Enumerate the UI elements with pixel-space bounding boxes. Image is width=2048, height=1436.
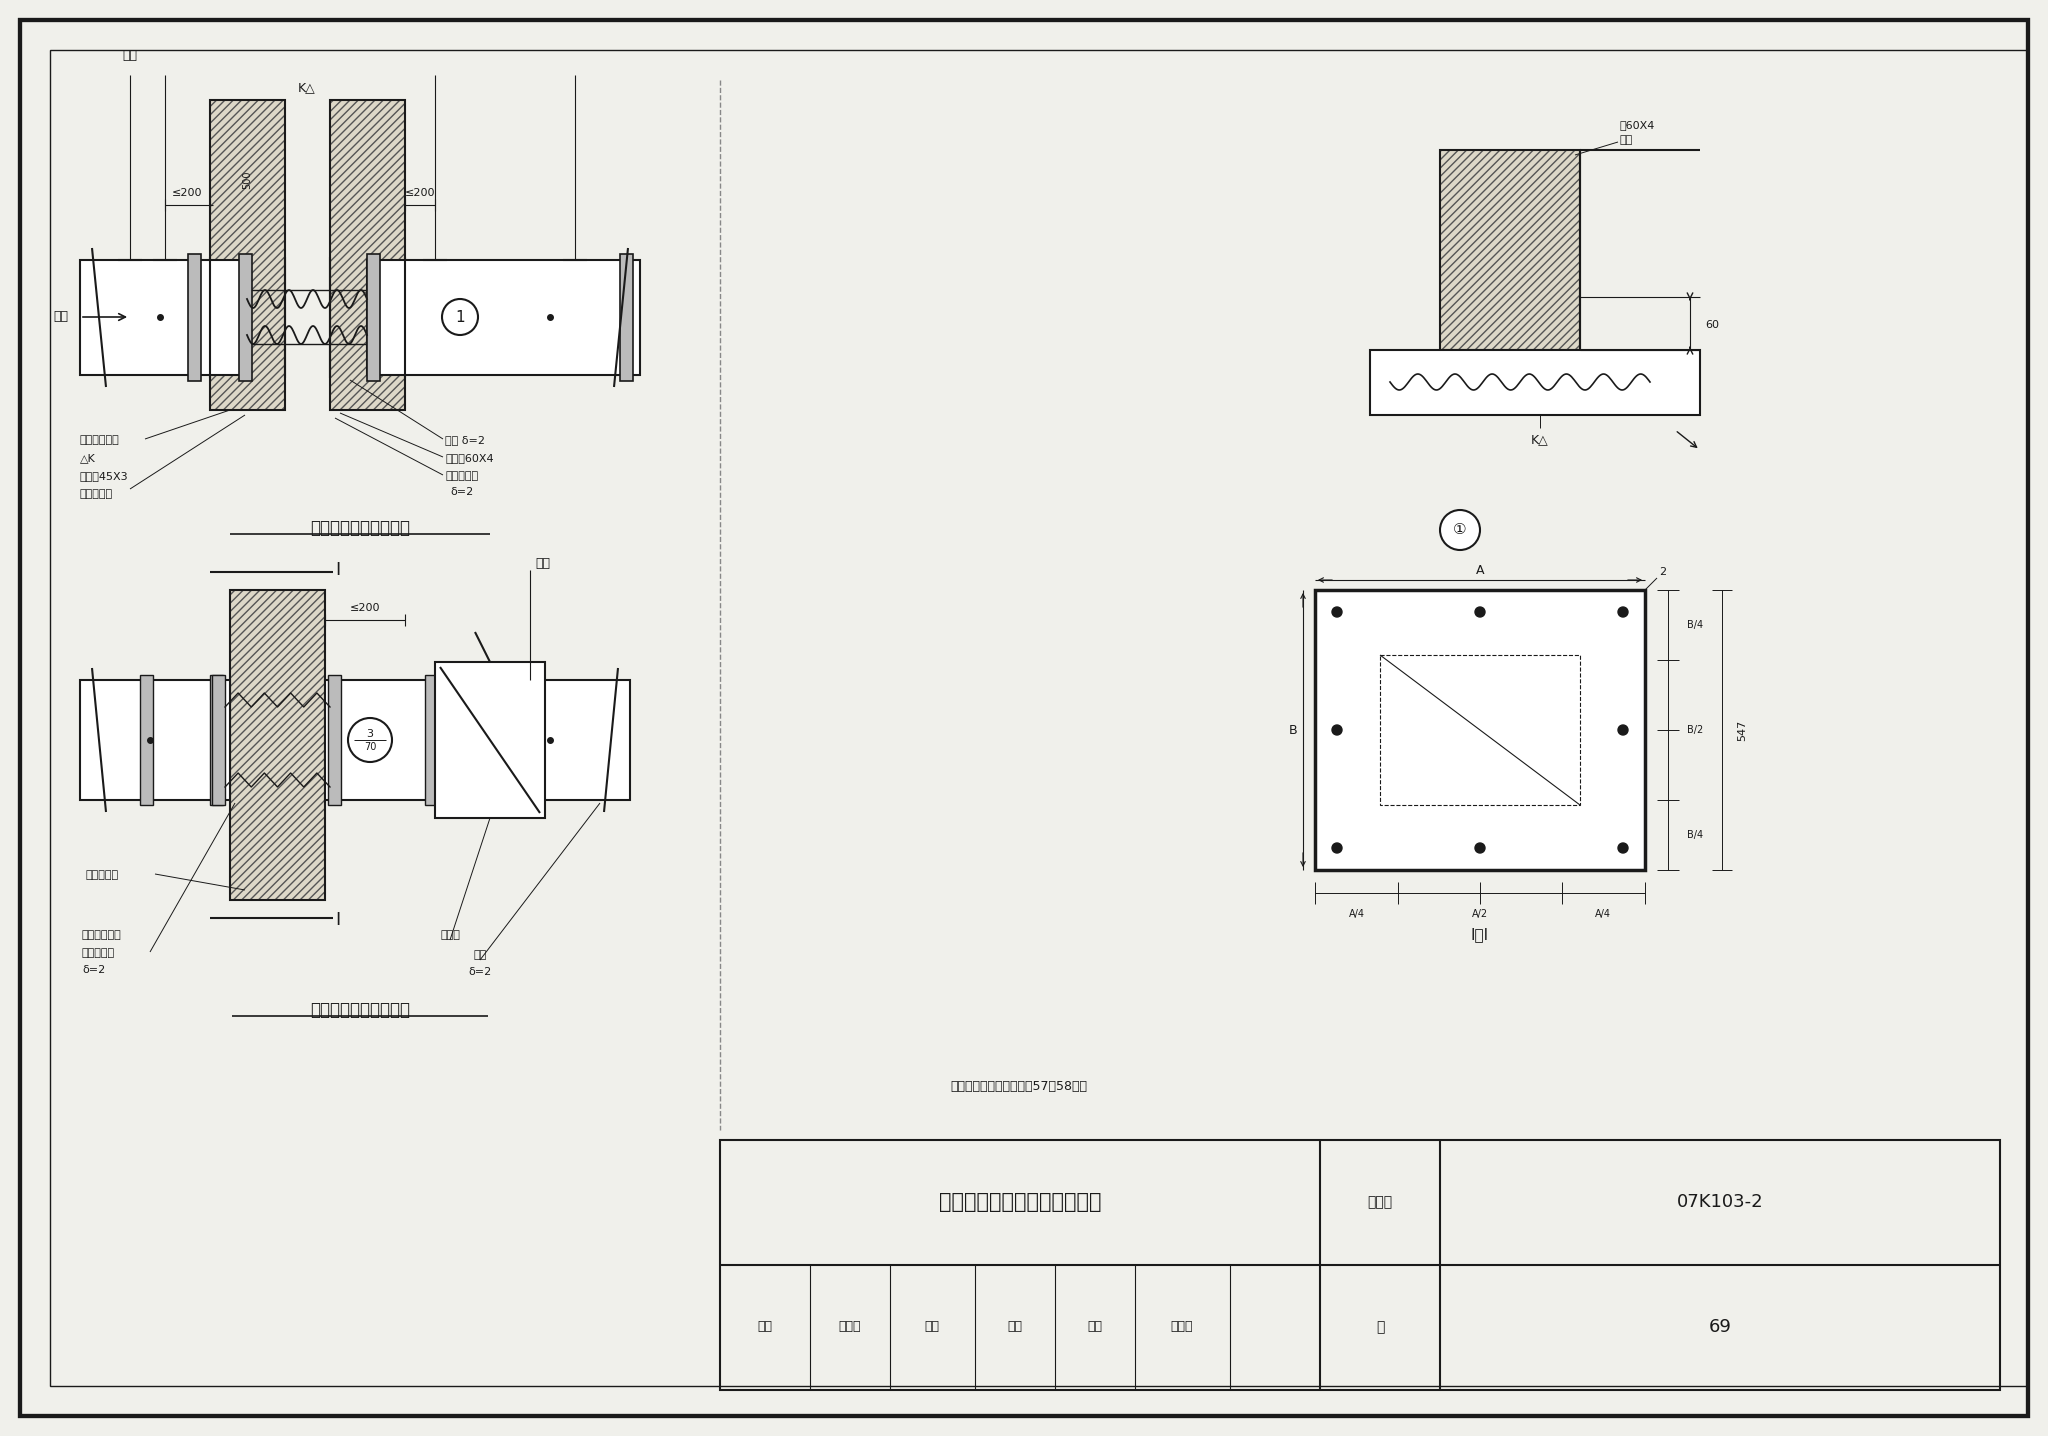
Circle shape — [348, 718, 391, 763]
Text: 挡圈－45X3: 挡圈－45X3 — [80, 471, 129, 481]
Text: 风管 δ=2: 风管 δ=2 — [444, 435, 485, 445]
Bar — [367, 260, 639, 375]
Text: ≤200: ≤200 — [172, 188, 203, 198]
Text: A/4: A/4 — [1350, 909, 1366, 919]
Text: 60: 60 — [1706, 320, 1718, 330]
Bar — [229, 590, 326, 900]
Text: 页: 页 — [1376, 1320, 1384, 1334]
Bar — [1370, 350, 1700, 415]
Text: ≤200: ≤200 — [350, 603, 381, 613]
Circle shape — [1440, 510, 1481, 550]
Bar — [1440, 149, 1579, 350]
Circle shape — [1475, 843, 1485, 853]
Circle shape — [1475, 607, 1485, 617]
Text: 吊杆: 吊杆 — [535, 557, 551, 570]
Text: 风管: 风管 — [473, 951, 487, 961]
Text: 图集号: 图集号 — [1368, 1195, 1393, 1209]
Text: 水泥砂浆抹平: 水泥砂浆抹平 — [80, 435, 119, 445]
Text: 3: 3 — [367, 729, 373, 740]
Text: 潘苦: 潘苦 — [1008, 1321, 1022, 1334]
Text: 吊杆: 吊杆 — [123, 49, 137, 62]
Bar — [80, 260, 248, 375]
Circle shape — [1331, 843, 1341, 853]
Text: 07K103-2: 07K103-2 — [1677, 1193, 1763, 1211]
Text: 傅建勋: 傅建勋 — [840, 1321, 862, 1334]
Text: 水泥砂浆抹平: 水泥砂浆抹平 — [82, 931, 121, 941]
Text: 547: 547 — [1737, 719, 1747, 741]
Text: 预埋钢套管: 预埋钢套管 — [444, 471, 477, 481]
Text: A: A — [1477, 563, 1485, 576]
Text: 挡圈－60X4: 挡圈－60X4 — [444, 452, 494, 462]
Text: 设计: 设计 — [1087, 1321, 1102, 1334]
Bar — [1315, 590, 1645, 870]
Text: 防火阀: 防火阀 — [440, 931, 461, 941]
Bar — [721, 1140, 2001, 1390]
Bar — [330, 101, 406, 411]
Circle shape — [1618, 607, 1628, 617]
Text: I: I — [336, 561, 340, 579]
Circle shape — [442, 299, 477, 335]
Text: B/4: B/4 — [1688, 830, 1704, 840]
Bar — [213, 675, 225, 806]
Bar — [229, 590, 326, 900]
Text: K△: K△ — [299, 82, 315, 95]
Bar — [1380, 655, 1579, 806]
Text: A/2: A/2 — [1473, 909, 1489, 919]
Text: I: I — [336, 910, 340, 929]
Bar — [330, 101, 406, 411]
Text: I－I: I－I — [1470, 928, 1489, 942]
Text: B: B — [1288, 724, 1296, 737]
Bar — [328, 675, 342, 806]
Text: 500: 500 — [242, 171, 252, 190]
Text: A/4: A/4 — [1595, 909, 1612, 919]
Bar — [367, 254, 381, 381]
Bar — [80, 681, 229, 800]
Text: 水平风管穿变形缝做法: 水平风管穿变形缝做法 — [309, 518, 410, 537]
Bar — [139, 675, 154, 806]
Text: B/2: B/2 — [1688, 725, 1704, 735]
Bar — [211, 101, 285, 411]
Text: 陈英华: 陈英华 — [1171, 1321, 1194, 1334]
Text: 校对: 校对 — [924, 1321, 940, 1334]
Bar — [211, 675, 223, 806]
Circle shape — [1331, 607, 1341, 617]
Text: －60X4: －60X4 — [1620, 121, 1655, 131]
Text: ①: ① — [1454, 523, 1466, 537]
Bar — [188, 254, 201, 381]
Text: 气流: 气流 — [53, 310, 68, 323]
Text: △K: △K — [80, 452, 96, 462]
Bar — [240, 254, 252, 381]
Text: 审核: 审核 — [758, 1321, 772, 1334]
Text: δ=2: δ=2 — [469, 966, 492, 976]
Circle shape — [1331, 725, 1341, 735]
Text: δ=2: δ=2 — [82, 965, 104, 975]
Text: K△: K△ — [1532, 434, 1548, 447]
Bar — [1440, 149, 1579, 350]
Text: 2: 2 — [1659, 567, 1667, 577]
Text: 防火泥封堵: 防火泥封堵 — [80, 490, 113, 498]
Text: δ=2: δ=2 — [451, 487, 473, 497]
Text: B/4: B/4 — [1688, 620, 1704, 630]
Text: 预埋钢套管: 预埋钢套管 — [82, 948, 115, 958]
Text: 防火泥封堵: 防火泥封堵 — [86, 870, 119, 880]
Text: ≤200: ≤200 — [406, 188, 436, 198]
Circle shape — [1618, 725, 1628, 735]
Bar — [621, 254, 633, 381]
Text: 70: 70 — [365, 742, 377, 752]
Circle shape — [1618, 843, 1628, 853]
Bar — [434, 662, 545, 819]
Bar — [506, 675, 518, 806]
Bar — [211, 101, 285, 411]
Text: 69: 69 — [1708, 1318, 1731, 1335]
Text: 注：图中防火阀安装见第57、58页。: 注：图中防火阀安装见第57、58页。 — [950, 1080, 1087, 1093]
Bar — [326, 681, 631, 800]
Text: 风管穿越变形缝、防火墙做法: 风管穿越变形缝、防火墙做法 — [938, 1192, 1102, 1212]
Text: 水平风管穿防火墙做法: 水平风管穿防火墙做法 — [309, 1001, 410, 1020]
Text: 1: 1 — [455, 310, 465, 325]
Bar — [426, 675, 438, 806]
Text: 挡圈: 挡圈 — [1620, 135, 1632, 145]
